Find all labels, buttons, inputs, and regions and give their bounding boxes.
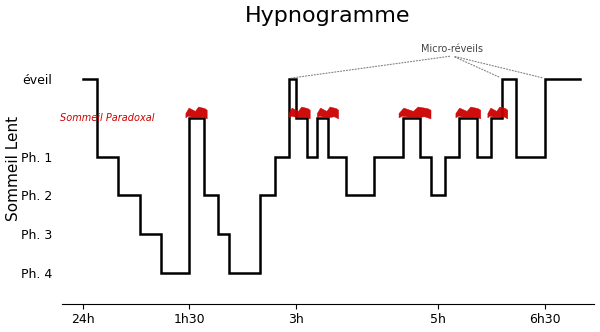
Y-axis label: Sommeil Lent: Sommeil Lent [5,116,20,221]
Polygon shape [399,107,431,119]
Text: Sommeil Paradoxal: Sommeil Paradoxal [60,113,155,123]
Title: Hypnogramme: Hypnogramme [245,6,411,26]
Polygon shape [456,107,481,119]
Polygon shape [317,107,338,119]
Text: Micro-réveils: Micro-réveils [421,44,484,54]
Polygon shape [488,107,508,119]
Polygon shape [289,107,310,119]
Polygon shape [186,107,207,119]
